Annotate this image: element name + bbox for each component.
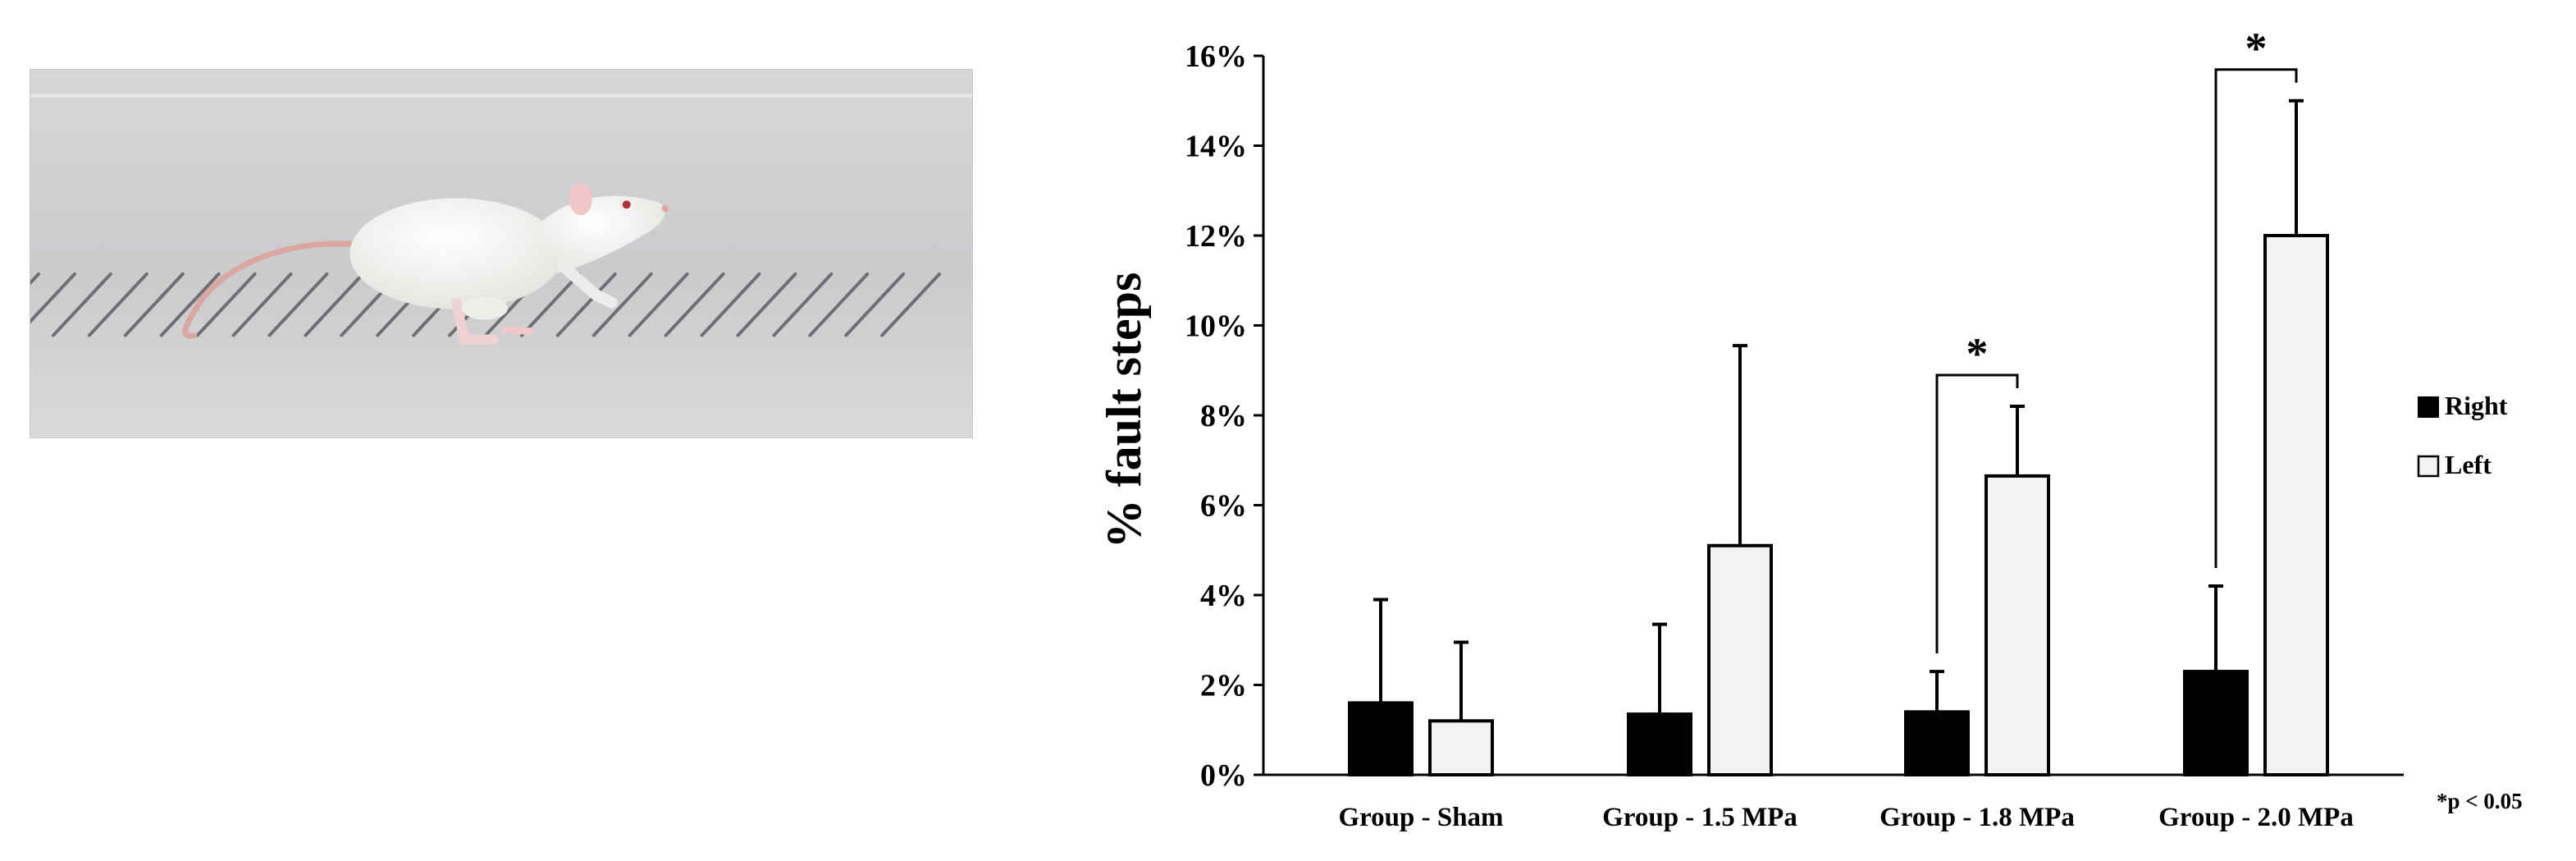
bar-left	[2263, 234, 2329, 776]
bar-right	[1904, 710, 1970, 776]
y-tick-label: 10%	[1185, 309, 1247, 344]
bar-left	[1985, 474, 2050, 776]
ladder-rod	[231, 272, 293, 337]
bar-left	[1428, 719, 1494, 776]
x-category-label: Group - 1.8 MPa	[1879, 803, 2075, 832]
ladder-rod	[736, 272, 797, 337]
bar-right	[2183, 670, 2249, 777]
chart-canvas: % fault steps 0%2%4%6%8%10%12%14%16% ** …	[1097, 24, 2523, 832]
y-tick-label: 8%	[1200, 399, 1247, 433]
y-tick-label: 14%	[1185, 130, 1247, 164]
ladder-rod	[304, 272, 365, 337]
ladder-rod	[30, 272, 76, 324]
significance-note: *p < 0.05	[2437, 789, 2523, 813]
y-tick-label: 12%	[1185, 219, 1247, 254]
significance-star: *	[1966, 329, 1989, 378]
ladder-rod	[628, 272, 689, 337]
ladder-rod	[159, 272, 221, 337]
legend-swatch-left	[2417, 455, 2440, 478]
y-tick-label: 4%	[1200, 579, 1247, 613]
rat-photo-illustration	[30, 70, 972, 437]
ladder-rod	[772, 272, 834, 337]
ladder-rod	[51, 272, 112, 337]
ladder-rod	[267, 272, 329, 337]
x-category-label: Group - 1.5 MPa	[1602, 803, 1797, 832]
bar-right	[1627, 712, 1692, 777]
ladder-rod	[844, 272, 906, 337]
ladder-rod	[880, 272, 942, 337]
legend-label-left: Left	[2445, 450, 2492, 479]
legend-swatch-right	[2418, 396, 2439, 418]
ladder-rod	[87, 272, 148, 337]
ladder-rod	[123, 272, 185, 337]
significance-bracket	[2214, 68, 2298, 569]
x-axis: Group - Sham Group - 1.5 MPa Group - 1.8 M…	[1263, 773, 2404, 832]
bars	[1348, 234, 2329, 777]
y-tick-label: 2%	[1200, 669, 1247, 703]
y-tick-label: 0%	[1200, 758, 1247, 793]
ladder-rod	[555, 272, 617, 337]
y-axis-title: % fault steps	[1097, 272, 1151, 549]
bar-left	[1707, 543, 1773, 777]
significance-star: *	[2245, 24, 2268, 73]
y-tick-label: 16%	[1185, 39, 1247, 74]
ladder-rod	[808, 272, 870, 337]
ladder-rod	[664, 272, 725, 337]
significance-bracket	[1935, 373, 2019, 654]
ladder-rod	[700, 272, 761, 337]
x-category-label: Group - Sham	[1338, 803, 1503, 832]
y-axis: 0% 2% 4% 6% 8% 10% 12% 14% 16%	[1185, 39, 1265, 793]
legend: Right Left	[2417, 391, 2508, 479]
rat-grid-walk-photo	[30, 69, 973, 438]
legend-label-right: Right	[2445, 391, 2508, 420]
ladder-rod	[195, 272, 257, 337]
y-tick-label: 6%	[1200, 489, 1247, 524]
significance-markers: **	[1935, 24, 2298, 654]
ladder-rod	[591, 272, 653, 337]
fault-steps-chart: % fault steps 0% 2% 4% 6% 8% 10% 12% 14% 16% * * …	[1050, 0, 2576, 861]
bar-right	[1348, 701, 1414, 777]
error-bars	[1373, 98, 2304, 721]
x-category-label: Group - 2.0 MPa	[2158, 803, 2354, 832]
ladder-rod	[519, 272, 581, 337]
